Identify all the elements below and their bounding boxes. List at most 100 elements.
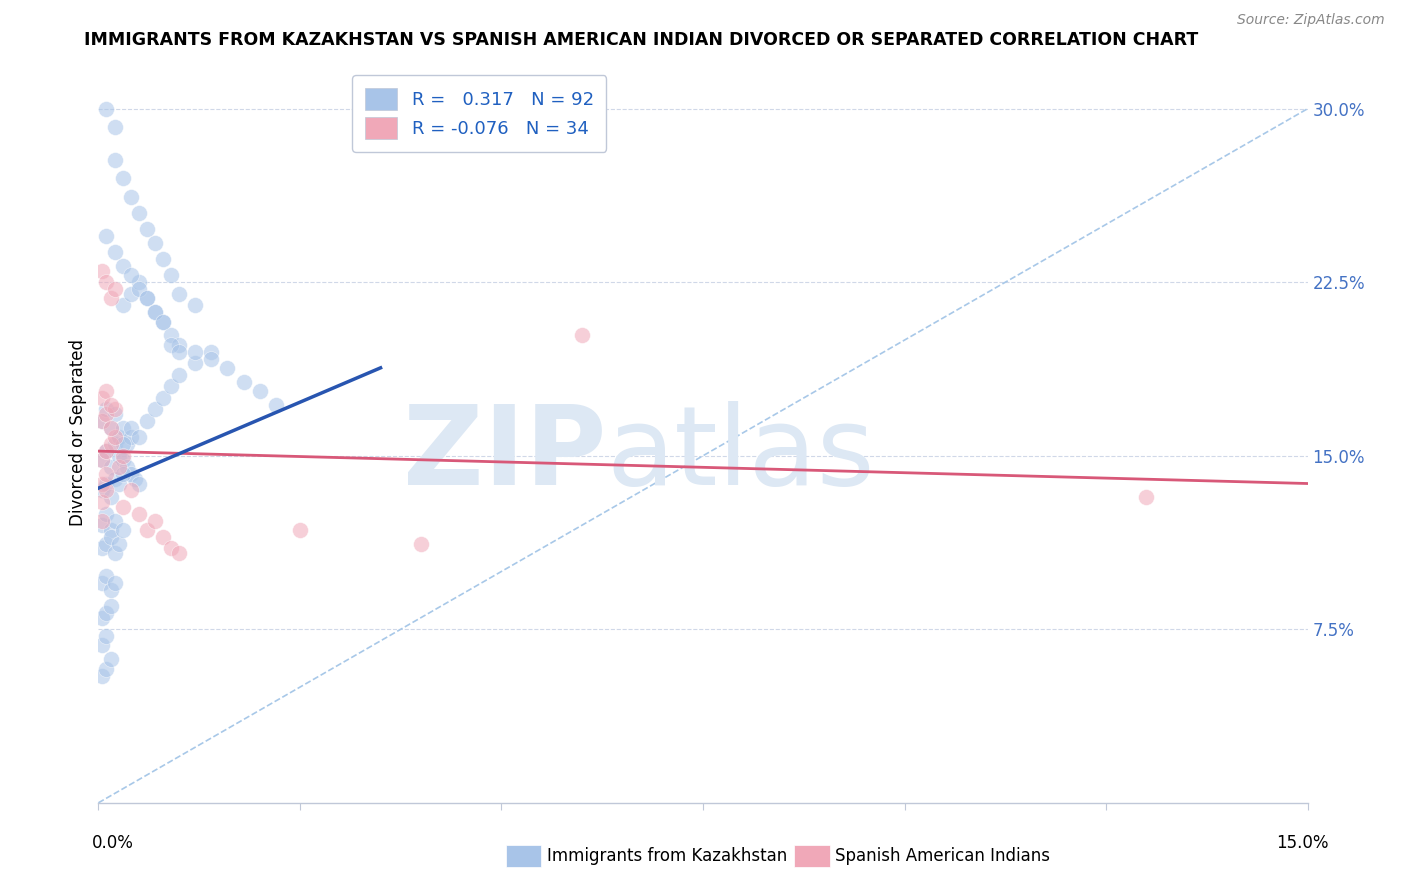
Point	[100, 292, 122, 306]
Point	[111, 421, 134, 435]
Point	[152, 530, 174, 544]
Point	[111, 467, 134, 482]
Point	[96, 407, 118, 421]
Point	[91, 453, 114, 467]
Point	[91, 263, 114, 277]
Point	[184, 298, 207, 312]
Point	[111, 171, 134, 186]
Point	[120, 268, 142, 283]
Text: 15.0%: 15.0%	[1277, 834, 1329, 852]
Point	[135, 414, 157, 428]
Point	[111, 449, 134, 463]
Point	[128, 275, 150, 289]
Point	[167, 337, 190, 351]
Point	[100, 599, 122, 614]
Point	[264, 398, 287, 412]
Point	[571, 328, 593, 343]
Point	[232, 375, 254, 389]
Point	[96, 536, 118, 550]
Point	[128, 206, 150, 220]
Point	[160, 268, 183, 283]
Point	[160, 328, 183, 343]
Point	[91, 453, 114, 467]
Point	[128, 476, 150, 491]
Point	[120, 421, 142, 435]
Point	[107, 536, 129, 550]
Point	[143, 514, 166, 528]
Point	[103, 472, 125, 486]
Point	[115, 460, 138, 475]
Point	[184, 344, 207, 359]
Point	[135, 292, 157, 306]
Point	[100, 530, 122, 544]
Point	[152, 314, 174, 328]
Point	[96, 483, 118, 498]
Y-axis label: Divorced or Separated: Divorced or Separated	[69, 339, 87, 526]
Point	[167, 286, 190, 301]
Point	[91, 639, 114, 653]
Point	[96, 507, 118, 521]
Point	[160, 337, 183, 351]
Point	[103, 120, 125, 135]
Point	[91, 391, 114, 405]
Point	[111, 523, 134, 537]
Point	[91, 414, 114, 428]
Point	[96, 569, 118, 583]
Point	[100, 582, 122, 597]
Point	[100, 523, 122, 537]
Point	[128, 430, 150, 444]
Point	[100, 652, 122, 666]
Point	[111, 453, 134, 467]
Point	[115, 437, 138, 451]
Point	[160, 379, 183, 393]
Point	[120, 286, 142, 301]
Point	[124, 472, 146, 486]
Point	[120, 430, 142, 444]
Point	[91, 483, 114, 498]
Point	[167, 344, 190, 359]
Point	[103, 153, 125, 167]
Point	[200, 344, 222, 359]
Point	[143, 235, 166, 250]
Point	[103, 245, 125, 260]
Point	[152, 314, 174, 328]
Point	[96, 467, 118, 482]
Point	[217, 360, 239, 375]
Point	[120, 189, 142, 203]
Point	[96, 662, 118, 676]
Point	[143, 305, 166, 319]
Point	[111, 298, 134, 312]
Point	[96, 444, 118, 458]
Point	[152, 252, 174, 266]
Point	[103, 282, 125, 296]
Point	[100, 437, 122, 451]
Point	[111, 500, 134, 514]
Point	[111, 259, 134, 273]
Point	[91, 576, 114, 591]
Point	[103, 407, 125, 421]
Point	[135, 222, 157, 236]
Legend: R =   0.317   N = 92, R = -0.076   N = 34: R = 0.317 N = 92, R = -0.076 N = 34	[352, 75, 606, 152]
Text: Source: ZipAtlas.com: Source: ZipAtlas.com	[1237, 13, 1385, 28]
Text: Spanish American Indians: Spanish American Indians	[835, 847, 1050, 865]
Point	[100, 460, 122, 475]
Text: 0.0%: 0.0%	[91, 834, 134, 852]
Point	[96, 102, 118, 116]
Point	[91, 514, 114, 528]
Point	[111, 437, 134, 451]
Point	[103, 437, 125, 451]
Point	[107, 460, 129, 475]
Point	[143, 402, 166, 417]
Point	[160, 541, 183, 556]
Point	[103, 576, 125, 591]
Point	[100, 421, 122, 435]
Point	[143, 305, 166, 319]
Point	[409, 536, 432, 550]
Point	[91, 414, 114, 428]
Point	[184, 356, 207, 370]
Point	[167, 368, 190, 382]
Point	[91, 476, 114, 491]
Point	[96, 229, 118, 244]
Point	[288, 523, 311, 537]
Point	[96, 629, 118, 643]
